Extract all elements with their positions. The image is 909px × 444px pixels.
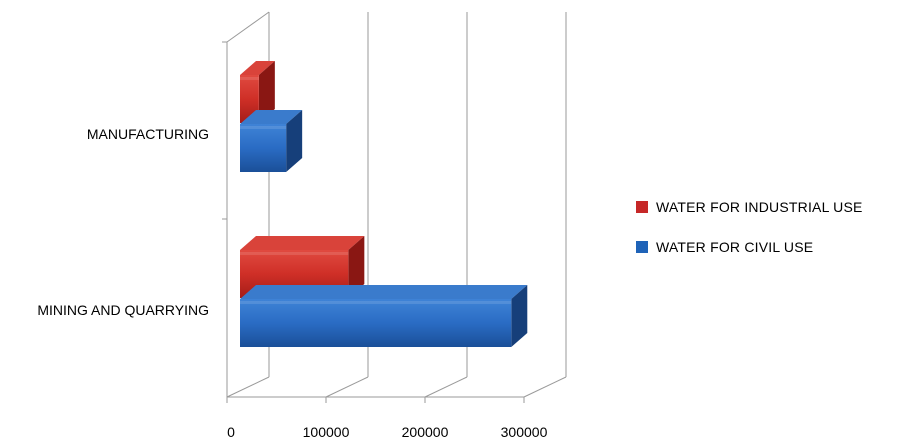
bar-highlight — [240, 252, 349, 255]
floor-gridline-3 — [523, 376, 567, 398]
bar-highlight — [240, 301, 512, 304]
bar-side-face — [511, 285, 528, 347]
bar-top-face — [240, 61, 275, 75]
legend-item-industrial: WATER FOR INDUSTRIAL USE — [636, 198, 863, 216]
bar-front-face — [240, 75, 259, 123]
x-tick-labels: 0 100000 200000 300000 — [227, 424, 547, 440]
category-label-manufacturing: MANUFACTURING — [87, 126, 209, 142]
x-tick-label-300000: 300000 — [501, 424, 548, 440]
legend-label-industrial: WATER FOR INDUSTRIAL USE — [656, 199, 863, 215]
bar-top-face — [240, 236, 365, 250]
bar-side-face — [258, 61, 275, 123]
floor-gridline-1 — [325, 376, 369, 398]
bar-highlight — [240, 77, 259, 80]
bar-manufacturing-civil — [240, 110, 303, 172]
floor-gridline-2 — [424, 376, 468, 398]
bar-mining-and-quarrying-civil — [240, 285, 528, 347]
bar-highlight — [240, 126, 287, 129]
legend-label-civil: WATER FOR CIVIL USE — [656, 239, 814, 255]
bar-top-face — [240, 285, 528, 299]
bar-manufacturing-industrial — [240, 61, 275, 123]
legend-item-civil: WATER FOR CIVIL USE — [636, 238, 863, 256]
bar-side-face — [348, 236, 365, 298]
legend-swatch-industrial — [636, 201, 648, 213]
x-tick-label-100000: 100000 — [303, 424, 350, 440]
top-depth-line — [226, 11, 270, 43]
category-labels: MANUFACTURING MINING AND QUARRYING — [37, 126, 209, 318]
legend-swatch-civil — [636, 241, 648, 253]
bars-layer — [240, 61, 528, 347]
bar-side-face — [286, 110, 303, 172]
x-tick-label-200000: 200000 — [402, 424, 449, 440]
category-label-mining-and-quarrying: MINING AND QUARRYING — [37, 302, 209, 318]
bar-top-face — [240, 110, 303, 124]
legend: WATER FOR INDUSTRIAL USE WATER FOR CIVIL… — [636, 198, 863, 278]
x-tick-label-0: 0 — [227, 424, 235, 440]
bar-front-face — [240, 299, 512, 347]
floor-gridline-0 — [226, 376, 270, 398]
bar-front-face — [240, 124, 287, 172]
